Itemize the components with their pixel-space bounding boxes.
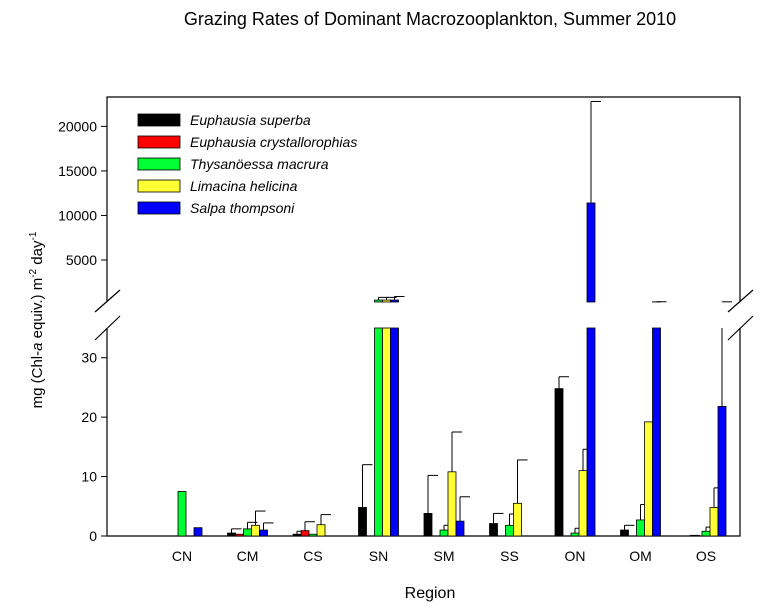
bar xyxy=(447,471,457,537)
x-tick-label: OM xyxy=(629,548,652,564)
y-tick-label: 5000 xyxy=(66,252,97,268)
y-axis-label-part: day xyxy=(29,240,46,269)
bar xyxy=(390,327,399,537)
bar xyxy=(586,327,596,537)
y-tick-label: 15000 xyxy=(58,163,97,179)
legend-swatch xyxy=(137,113,181,127)
break-mark xyxy=(94,315,121,341)
bar xyxy=(390,299,399,303)
legend-label: Thysanöessa macrura xyxy=(190,156,329,172)
y-tick-label: 20000 xyxy=(58,118,97,134)
bar xyxy=(489,523,498,537)
lower-frame xyxy=(106,328,741,537)
y-axis-label-part: -2 xyxy=(28,268,39,277)
bar xyxy=(717,406,727,537)
legend-swatch xyxy=(137,135,181,149)
legend-label: Euphausia superba xyxy=(190,112,311,128)
bar xyxy=(709,507,719,537)
plot-frame xyxy=(94,96,754,537)
x-tick-label: CN xyxy=(172,548,192,564)
bar xyxy=(308,533,318,537)
bar xyxy=(235,533,244,537)
bar xyxy=(193,527,203,537)
bar xyxy=(227,532,236,537)
bar xyxy=(382,299,391,303)
bar xyxy=(652,327,661,537)
x-tick-label: ON xyxy=(565,548,586,564)
x-tick-label: SS xyxy=(500,548,519,564)
bar xyxy=(505,524,514,537)
bar xyxy=(316,524,326,537)
chart-title: Grazing Rates of Dominant Macrozooplankt… xyxy=(184,9,676,29)
bar xyxy=(578,470,588,537)
y-axis-label-part: a xyxy=(29,343,46,351)
bar xyxy=(374,299,383,303)
y-axis-label-part: mg (Chl- xyxy=(29,351,46,409)
legend-label: Salpa thompsoni xyxy=(190,200,295,216)
legend-label: Limacina helicina xyxy=(190,178,298,194)
x-tick-label: CM xyxy=(237,548,259,564)
bar xyxy=(570,532,580,537)
bar xyxy=(292,533,302,537)
bar xyxy=(243,528,252,537)
legend-label: Euphausia crystallorophias xyxy=(190,134,357,150)
bar xyxy=(701,530,711,537)
bar xyxy=(259,529,268,537)
legend-swatch xyxy=(137,157,181,171)
y-tick-label: 0 xyxy=(89,528,97,544)
upper-frame xyxy=(106,96,741,302)
bar xyxy=(423,513,433,537)
y-axis-label-part: -1 xyxy=(28,231,39,240)
y-axis-label: mg (Chl-a equiv.) m-2 day-1 xyxy=(28,231,46,408)
x-axis-label: Region xyxy=(405,585,456,602)
bar xyxy=(636,519,645,537)
bar xyxy=(439,529,449,537)
y-tick-label: 10000 xyxy=(58,207,97,223)
x-tick-label: SM xyxy=(434,548,455,564)
break-mark xyxy=(94,289,121,313)
bar xyxy=(374,327,383,537)
x-tick-label: CS xyxy=(303,548,322,564)
bar xyxy=(620,529,629,537)
bar xyxy=(513,502,522,537)
legend-swatch xyxy=(137,179,181,193)
y-tick-label: 30 xyxy=(81,350,97,366)
x-tick-label: OS xyxy=(696,548,716,564)
bar xyxy=(455,520,465,537)
bar xyxy=(358,507,367,537)
y-tick-label: 20 xyxy=(81,409,97,425)
bar xyxy=(382,327,391,537)
bar xyxy=(554,388,564,537)
bar xyxy=(586,202,596,303)
break-mark xyxy=(727,315,754,341)
bar xyxy=(251,524,260,537)
bar xyxy=(300,530,310,537)
legend-swatch xyxy=(137,201,181,215)
break-mark xyxy=(727,289,754,313)
y-tick-label: 10 xyxy=(81,469,97,485)
bar xyxy=(177,491,187,537)
x-tick-label: SN xyxy=(369,548,388,564)
bar xyxy=(644,421,653,537)
y-axis-label-part: equiv.) m xyxy=(29,278,46,343)
